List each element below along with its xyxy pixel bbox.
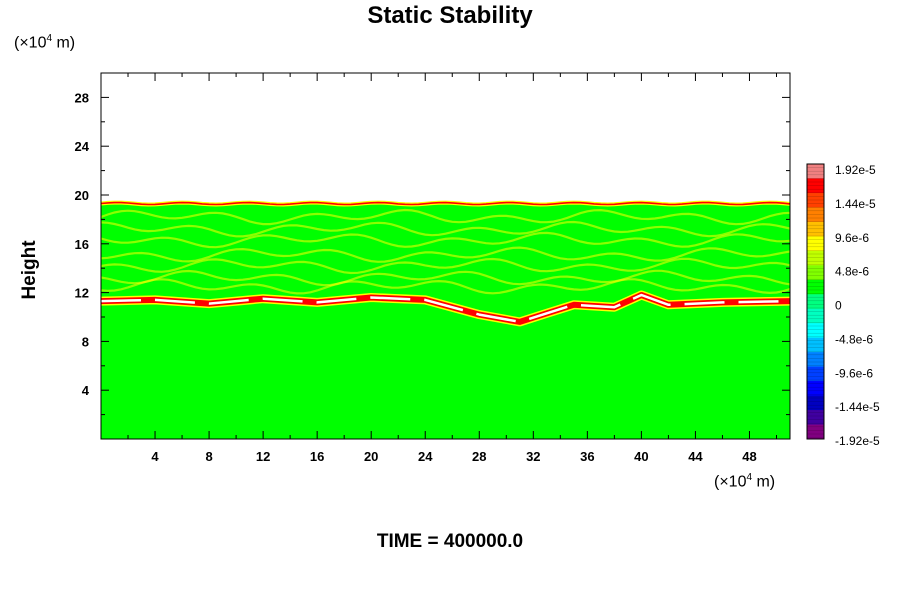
y-tick-label: 4 [82,383,90,398]
stability-band [101,208,790,226]
colorbar-label: -9.6e-6 [835,366,873,380]
colorbar-swatch [807,250,824,266]
stability-band [101,231,790,249]
stability-band [101,269,790,287]
colorbar-swatch [807,424,824,440]
colorbar-label: -4.8e-6 [835,332,873,346]
colorbar-label: 0 [835,299,842,313]
colorbar-label: -1.44e-5 [835,400,880,414]
colorbar-swatch [807,207,824,223]
tropopause-core [101,293,790,324]
x-tick-label: 36 [580,449,594,464]
y-tick-label: 28 [75,90,89,105]
colorbar-label: 4.8e-6 [835,265,869,279]
colorbar-label: -1.92e-5 [835,434,880,448]
colorbar-label: 1.92e-5 [835,163,876,177]
colorbar-label: 1.44e-5 [835,197,876,211]
x-tick-label: 12 [256,449,270,464]
x-tick-label: 28 [472,449,486,464]
y-tick-label: 20 [75,188,89,203]
colorbar-swatch [807,265,824,281]
x-tick-label: 4 [151,449,159,464]
colorbar-swatch [807,236,824,252]
colorbar-label: 9.6e-6 [835,231,869,245]
x-tick-label: 20 [364,449,378,464]
chart-title: Static Stability [367,2,533,29]
colorbar-swatch [807,337,824,353]
x-tick-label: 44 [688,449,703,464]
y-tick-label: 16 [75,237,89,252]
y-tick-label: 24 [75,139,90,154]
y-axis-unit: (×104 m) [14,33,76,52]
stable-field [101,203,790,439]
x-tick-label: 32 [526,449,540,464]
x-tick-label: 8 [205,449,212,464]
stability-band [101,246,790,263]
x-tick-label: 24 [418,449,433,464]
x-tick-label: 16 [310,449,324,464]
top-boundary [101,201,790,206]
colorbar-swatch [807,294,824,310]
stability-band [101,278,790,295]
y-tick-label: 12 [75,286,89,301]
stability-band [101,257,790,275]
colorbar-swatch [807,366,824,382]
colorbar-swatch [807,381,824,397]
colorbar-frame [806,163,825,440]
colorbar-swatch [807,323,824,339]
colorbar-swatch [807,164,824,179]
plot-frame [100,72,791,440]
colorbar-swatch [807,410,824,426]
x-tick-label: 40 [634,449,648,464]
y-tick-label: 8 [82,334,89,349]
time-label: TIME = 400000.0 [376,531,524,552]
colorbar-swatch [807,178,824,194]
stability-band [101,220,790,238]
colorbar-swatch [807,352,824,368]
x-tick-label: 48 [742,449,756,464]
colorbar-swatch [807,279,824,295]
colorbar-swatch [807,221,824,237]
colorbar-swatch [807,308,824,324]
colorbar-swatch [807,192,824,208]
colorbar-swatch [807,395,824,411]
x-axis-unit: (×104 m) [714,472,776,491]
